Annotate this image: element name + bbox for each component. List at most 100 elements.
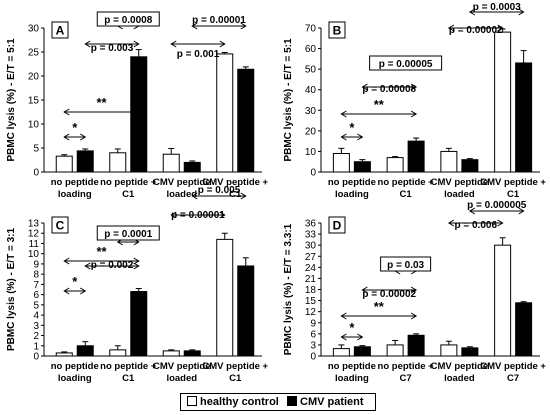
legend-item-cmv-patient: CMV patient [287, 394, 364, 410]
bar-healthy-control [440, 344, 458, 357]
y-tick-label: 15 [28, 96, 40, 107]
y-tick-label: 3 [310, 340, 316, 351]
bar-cmv-patient [461, 159, 479, 173]
arrow-head-left [63, 287, 70, 295]
y-tick-label: 18 [305, 285, 317, 296]
bar-healthy-control [109, 349, 127, 357]
bar-cmv-patient [515, 62, 533, 173]
x-tick-label: CMV peptide [153, 361, 211, 372]
bar-healthy-control [162, 153, 180, 173]
y-axis-label: PBMC lysis (%) - E/T = 3:1 [6, 228, 17, 352]
y-tick-label: 8 [33, 270, 39, 281]
y-tick-label: 20 [305, 126, 317, 137]
p-value-label: p = 0.03 [387, 260, 424, 271]
arrow-head-right [497, 219, 504, 227]
bar-healthy-control [386, 344, 404, 357]
p-value-label: p = 0.005 [198, 185, 241, 196]
y-axis-label: PBMC lysis (%) - E/T = 5:1 [283, 38, 294, 162]
bar-cmv-patient [515, 302, 533, 357]
y-tick-label: 10 [28, 249, 40, 260]
x-tick-label: CMV peptide + [480, 361, 546, 372]
x-tick-label: C1 [229, 373, 242, 384]
y-tick-label: 36 [305, 219, 317, 230]
y-tick-label: 0 [33, 352, 39, 363]
bar-cmv-patient [407, 334, 425, 357]
p-value-label: p = 0.0001 [104, 229, 153, 240]
y-tick-label: 30 [305, 106, 317, 117]
y-tick-label: 60 [305, 44, 317, 55]
bar-healthy-control [55, 155, 73, 173]
y-tick-label: 0 [310, 168, 316, 179]
significance-stars: ** [374, 97, 385, 112]
significance-stars: ** [96, 95, 107, 110]
x-tick-label: C1 [122, 189, 135, 200]
arrow-head-right [410, 83, 418, 91]
panel-letter: D [333, 219, 342, 233]
bar-cmv-patient [76, 345, 94, 357]
legend-item-healthy-control: healthy control [187, 394, 279, 410]
arrow-head-left [340, 312, 347, 320]
arrow-head-left [340, 333, 347, 341]
y-tick-label: 10 [28, 120, 40, 131]
x-tick-label: CMV peptide + [202, 177, 268, 188]
x-tick-label: no peptide [51, 361, 99, 372]
significance-stars: ** [96, 244, 107, 259]
bar-cmv-patient [183, 161, 201, 173]
y-tick-label: 6 [310, 329, 316, 340]
p-value-label: p = 0.0003 [473, 2, 522, 13]
p-value-label: p = 0.006 [454, 220, 497, 231]
x-tick-label: C1 [229, 189, 242, 200]
arrow-head-left [340, 133, 347, 141]
y-tick-label: 6 [33, 290, 39, 301]
y-tick-label: 10 [305, 147, 317, 158]
bar-healthy-control [216, 53, 234, 173]
x-tick-label: no peptide + [378, 361, 435, 372]
bar-cmv-patient [130, 56, 148, 173]
bar-cmv-patient [353, 346, 371, 357]
arrow-head-left [447, 24, 455, 32]
p-value-label: p = 0.000005 [467, 200, 527, 211]
y-tick-label: 9 [310, 318, 316, 329]
y-tick-label: 7 [33, 280, 39, 291]
arrow-head-right [497, 24, 504, 32]
p-value-label: p = 0.001 [177, 49, 220, 60]
y-tick-label: 40 [305, 85, 317, 96]
y-tick-label: 3 [33, 321, 39, 332]
arrow-head-left [84, 40, 91, 48]
arrow-head-left [63, 108, 70, 116]
panel-letter: A [56, 24, 65, 38]
legend-label-cmv-patient: CMV patient [300, 396, 364, 408]
y-tick-label: 5 [33, 300, 39, 311]
x-tick-label: C7 [507, 373, 519, 384]
y-tick-label: 0 [33, 168, 39, 179]
legend-label-healthy-control: healthy control [200, 396, 279, 408]
p-value-box [380, 256, 432, 272]
arrow-head-right [240, 22, 247, 30]
bar-healthy-control [332, 152, 350, 173]
panel-B: 0 10 20 30 40 50 60 70 PBMC lysis (%) - E/T = 5:… [283, 2, 546, 200]
significance-stars: * [349, 120, 355, 135]
x-tick-label: loaded [444, 189, 475, 200]
bar-cmv-patient [183, 350, 201, 357]
p-value-label: p = 0.00002 [449, 25, 503, 36]
p-value-box [96, 11, 160, 27]
x-tick-label: CMV peptide + [480, 177, 546, 188]
bar-healthy-control [216, 238, 234, 357]
x-tick-label: loaded [166, 373, 197, 384]
bar-healthy-control [109, 152, 127, 173]
p-value-label: p = 0.00001 [192, 15, 246, 26]
arrow-head-left [63, 133, 70, 141]
y-tick-label: 5 [33, 144, 39, 155]
arrow-head-right [133, 40, 140, 48]
y-tick-label: 24 [305, 263, 317, 274]
arrow-head-right [133, 262, 140, 270]
panel-letter: C [56, 219, 65, 233]
arrow-head-right [357, 133, 364, 141]
legend-swatch-healthy-control [187, 396, 197, 406]
p-value-label: p = 0.0008 [104, 15, 153, 26]
arrow-head-right [410, 312, 418, 320]
p-value-label: p = 0.00002 [362, 289, 416, 300]
legend-swatch-cmv-patient [287, 396, 297, 406]
y-tick-label: 1 [33, 341, 39, 352]
